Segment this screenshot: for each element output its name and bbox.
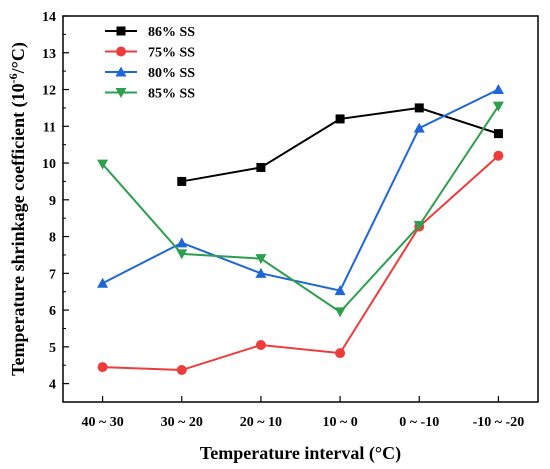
legend-item: 85% SS bbox=[105, 87, 195, 102]
legend-label: 86% SS bbox=[148, 25, 195, 40]
series-point bbox=[414, 103, 424, 113]
x-axis-ticks: 40 ~ 30 30 ~ 20 20 ~ 10 10 ~ 0 0 ~ -10 -10 ~ … bbox=[81, 396, 524, 430]
axes bbox=[62, 15, 539, 403]
y-tick-label: 10 bbox=[42, 157, 56, 172]
series-80ss bbox=[97, 84, 504, 296]
series-line bbox=[102, 154, 500, 372]
y-axis-title-suffix: /°C) bbox=[8, 42, 29, 74]
series-point bbox=[413, 221, 425, 232]
y-tick-label: 9 bbox=[49, 194, 56, 209]
series-point bbox=[97, 362, 108, 373]
x-axis-title: Temperature interval (°C) bbox=[200, 443, 401, 464]
y-tick-label: 6 bbox=[49, 304, 56, 319]
x-tick-label: 40 ~ 30 bbox=[81, 415, 123, 430]
series-point bbox=[492, 101, 504, 112]
series-point bbox=[413, 122, 425, 133]
series-point bbox=[255, 340, 266, 351]
y-axis-title-prefix: Temperature shrinkage coefficient (10 bbox=[8, 83, 29, 375]
x-tick-label: 20 ~ 10 bbox=[240, 415, 282, 430]
series-point bbox=[255, 254, 267, 265]
series-layer bbox=[97, 84, 504, 376]
y-tick-label: 8 bbox=[49, 231, 56, 246]
series-75ss bbox=[97, 150, 504, 376]
series-point bbox=[177, 176, 187, 186]
series-point bbox=[97, 277, 109, 288]
series-point bbox=[116, 26, 126, 36]
series-line bbox=[102, 88, 499, 292]
series-point bbox=[334, 307, 346, 318]
series-point bbox=[493, 150, 504, 161]
legend-item: 86% SS bbox=[105, 25, 195, 40]
x-tick-label: 30 ~ 20 bbox=[161, 415, 203, 430]
y-axis-title-superscript: -6 bbox=[6, 73, 20, 83]
series-point bbox=[256, 162, 266, 172]
series-86ss bbox=[177, 103, 503, 186]
series-point bbox=[176, 237, 188, 248]
series-point bbox=[176, 249, 188, 260]
y-tick-label: 12 bbox=[42, 84, 56, 99]
legend-label: 80% SS bbox=[148, 66, 195, 81]
series-point bbox=[115, 66, 127, 77]
y-tick-label: 13 bbox=[42, 47, 56, 62]
series-point bbox=[335, 114, 345, 124]
series-point bbox=[334, 285, 346, 296]
series-point bbox=[176, 365, 187, 376]
series-point bbox=[97, 159, 109, 170]
y-axis-ticks: 4 5 6 7 8 9 10 11 12 13 14 bbox=[42, 10, 69, 393]
legend: 86% SS 75% SS 80% SS 85% SS bbox=[105, 25, 195, 102]
series-point bbox=[335, 348, 346, 359]
series-point bbox=[255, 267, 267, 278]
y-axis-title: Temperature shrinkage coefficient (10-6/… bbox=[6, 42, 29, 376]
x-tick-label: 10 ~ 0 bbox=[322, 415, 357, 430]
series-point bbox=[492, 84, 504, 95]
y-tick-label: 14 bbox=[42, 10, 56, 25]
y-tick-label: 7 bbox=[49, 267, 56, 282]
series-point bbox=[115, 88, 127, 98]
x-tick-label: 0 ~ -10 bbox=[399, 415, 439, 430]
y-tick-label: 4 bbox=[49, 378, 56, 393]
y-tick-label: 5 bbox=[49, 341, 56, 356]
legend-item: 80% SS bbox=[105, 66, 195, 81]
plot-frame bbox=[62, 15, 539, 403]
series-85ss bbox=[97, 101, 504, 318]
legend-label: 85% SS bbox=[148, 87, 195, 102]
series-point bbox=[116, 46, 126, 57]
y-tick-label: 11 bbox=[43, 120, 56, 135]
legend-label: 75% SS bbox=[148, 46, 195, 61]
x-tick-label: -10 ~ -20 bbox=[473, 415, 525, 430]
series-line bbox=[101, 105, 500, 314]
series-point bbox=[493, 129, 503, 139]
legend-item: 75% SS bbox=[105, 46, 195, 61]
